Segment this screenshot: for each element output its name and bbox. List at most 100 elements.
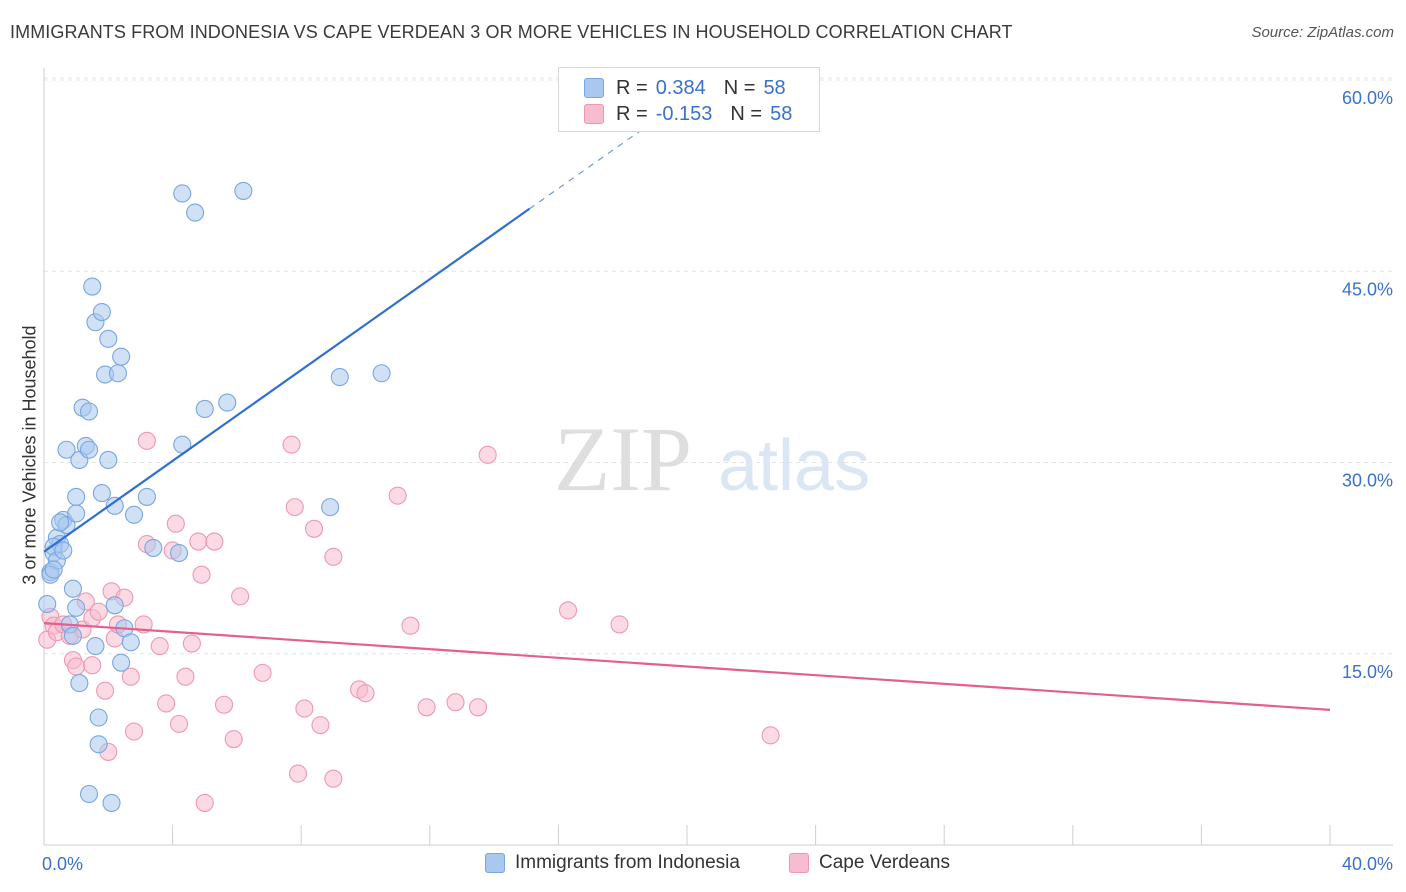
point-cape-verdean <box>96 681 115 700</box>
point-cape-verdean <box>150 637 169 656</box>
point-cape-verdean <box>761 726 780 745</box>
point-cape-verdean <box>311 716 330 735</box>
legend-r-value-cape-verdeans: -0.153 <box>655 102 713 125</box>
bottom-legend-indonesia[interactable]: Immigrants from Indonesia <box>485 852 740 874</box>
y-axis-label: 3 or more Vehicles in Household <box>19 325 40 585</box>
point-cape-verdean <box>205 532 224 551</box>
point-cape-verdean <box>124 722 144 741</box>
legend-r-label: R = <box>616 76 648 99</box>
point-indonesia <box>79 402 99 421</box>
point-indonesia <box>195 399 214 419</box>
point-cape-verdean <box>231 587 250 606</box>
point-indonesia <box>57 440 76 459</box>
point-cape-verdean <box>189 532 208 551</box>
tick-labels: 15.0% 30.0% 45.0% 60.0% 0.0% 40.0% <box>42 88 1393 874</box>
point-indonesia <box>108 364 127 383</box>
point-cape-verdean <box>324 769 343 788</box>
point-indonesia <box>105 496 124 515</box>
point-cape-verdean <box>137 431 156 450</box>
point-indonesia <box>102 793 121 812</box>
point-cape-verdean <box>67 657 86 676</box>
point-indonesia <box>112 347 131 366</box>
point-indonesia <box>121 633 140 652</box>
point-indonesia <box>105 596 124 615</box>
point-indonesia <box>218 393 237 412</box>
point-indonesia <box>86 637 105 656</box>
point-cape-verdean <box>166 514 185 533</box>
point-indonesia <box>38 594 57 614</box>
point-indonesia <box>89 735 108 754</box>
point-indonesia <box>234 181 253 200</box>
point-indonesia <box>83 277 102 296</box>
trend-line-cape-verdeans <box>43 622 1331 711</box>
point-cape-verdean <box>356 684 375 703</box>
y-tick-label: 30.0% <box>1342 471 1393 491</box>
point-indonesia <box>79 440 99 459</box>
watermark-atlas: atlas <box>718 426 870 506</box>
bottom-legend-cape-verdeans[interactable]: Cape Verdeans <box>789 852 950 874</box>
watermark-zip: ZIP <box>554 408 692 510</box>
point-cape-verdean <box>157 694 176 713</box>
y-tick-label: 45.0% <box>1342 279 1393 299</box>
point-cape-verdean <box>401 616 420 635</box>
point-indonesia <box>137 487 156 506</box>
point-indonesia <box>144 538 163 557</box>
point-indonesia <box>79 784 99 804</box>
source-label: Source: ZipAtlas.com <box>1251 24 1394 41</box>
point-indonesia <box>92 302 111 322</box>
point-cape-verdean <box>478 445 497 464</box>
point-indonesia <box>99 329 118 348</box>
point-cape-verdean <box>468 698 488 717</box>
legend-n-label: N = <box>730 102 763 125</box>
point-cape-verdean <box>558 601 578 620</box>
point-indonesia <box>51 513 70 532</box>
point-indonesia <box>70 674 89 693</box>
point-cape-verdean <box>83 656 102 675</box>
point-cape-verdean <box>214 695 234 714</box>
point-cape-verdean <box>388 486 407 505</box>
chart-title: IMMIGRANTS FROM INDONESIA VS CAPE VERDEA… <box>10 22 1013 42</box>
bottom-legend-swatch-indonesia <box>485 853 505 873</box>
point-indonesia <box>63 626 82 645</box>
legend-n-label: N = <box>723 76 756 99</box>
data-points <box>38 181 780 812</box>
x-tick-label-min: 0.0% <box>42 854 83 874</box>
point-indonesia <box>63 579 82 598</box>
legend-row-indonesia: R = 0.384 N = 58 <box>584 77 786 99</box>
bottom-legend-label-cape-verdeans: Cape Verdeans <box>819 852 950 873</box>
point-cape-verdean <box>288 764 308 783</box>
point-cape-verdean <box>610 615 629 634</box>
point-indonesia <box>44 560 63 579</box>
point-indonesia <box>67 598 86 617</box>
point-cape-verdean <box>282 435 301 454</box>
point-indonesia <box>124 505 144 524</box>
x-tick-label-max: 40.0% <box>1342 854 1393 874</box>
legend-n-value-cape-verdeans: 58 <box>770 102 793 125</box>
y-tick-label: 60.0% <box>1342 88 1393 108</box>
point-cape-verdean <box>169 714 189 733</box>
point-cape-verdean <box>417 698 436 717</box>
point-cape-verdean <box>253 663 272 682</box>
correlation-legend: R = 0.384 N = 58 R = -0.153 N = 58 <box>558 67 820 132</box>
point-cape-verdean <box>446 693 465 712</box>
point-indonesia <box>54 541 73 560</box>
point-indonesia <box>321 498 340 517</box>
point-cape-verdean <box>305 519 324 538</box>
legend-row-cape-verdeans: R = -0.153 N = 58 <box>584 103 792 125</box>
point-cape-verdean <box>182 634 201 653</box>
point-cape-verdean <box>285 498 304 517</box>
legend-r-value-indonesia: 0.384 <box>655 76 706 99</box>
point-indonesia <box>92 484 111 503</box>
point-cape-verdean <box>324 547 343 566</box>
point-cape-verdean <box>176 667 195 686</box>
legend-swatch-cape-verdeans <box>584 104 604 124</box>
point-cape-verdean <box>195 793 214 812</box>
point-cape-verdean <box>224 730 243 749</box>
axes <box>43 68 1393 846</box>
point-cape-verdean <box>192 565 211 584</box>
bottom-legend-swatch-cape-verdeans <box>789 853 809 873</box>
point-indonesia <box>173 184 192 203</box>
legend-r-label: R = <box>616 102 648 125</box>
watermark: ZIP atlas <box>554 408 870 510</box>
